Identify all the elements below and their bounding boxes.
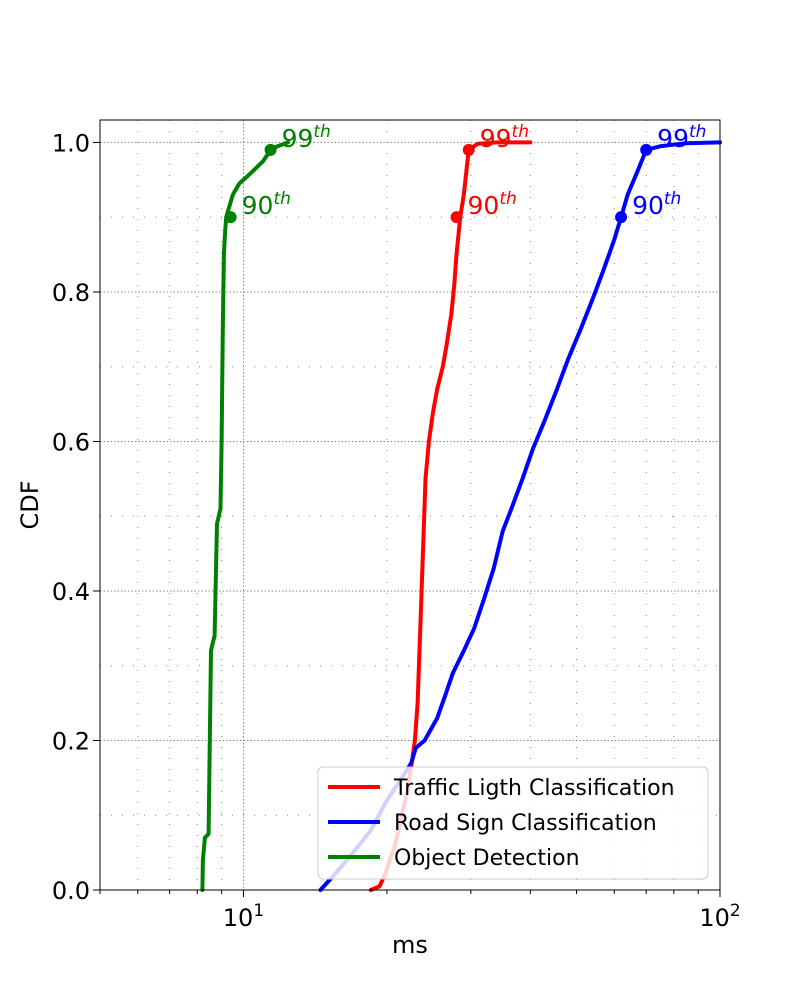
percentile-label: 99th (480, 122, 529, 153)
x-axis-label: ms (392, 931, 428, 959)
legend-box (317, 766, 709, 880)
percentile-marker (615, 211, 628, 224)
percentile-marker (264, 143, 277, 156)
percentile-label: 90th (242, 189, 291, 220)
y-tick-label: 0.8 (52, 279, 90, 307)
annotation-layer: 90th 99th 90th 99th 90th 99th (224, 122, 706, 224)
percentile-label: 90th (632, 189, 681, 220)
percentile-marker (224, 211, 237, 224)
y-tick-label: 0.6 (52, 428, 90, 456)
y-axis-label: CDF (16, 480, 44, 529)
legend-label: Traffic Ligth Classification (393, 776, 675, 801)
series-line-2 (200, 140, 290, 892)
percentile-marker (462, 143, 475, 156)
y-tick-label: 0.2 (52, 727, 90, 755)
y-tick-label: 1.0 (52, 129, 90, 157)
percentile-marker (450, 211, 463, 224)
x-tick-label: 101 (223, 901, 264, 932)
legend-label: Road Sign Classification (394, 811, 657, 836)
axis-ticks: 101 102 0.0 0.2 0.4 0.6 0.8 1.0 (52, 129, 741, 932)
y-tick-label: 0.0 (52, 877, 90, 905)
percentile-label: 99th (657, 122, 706, 153)
percentile-label: 99th (282, 122, 331, 153)
percentile-marker (640, 143, 653, 156)
x-tick-label: 102 (699, 901, 740, 932)
legend: Traffic Ligth Classification Road Sign Cl… (317, 766, 709, 880)
percentile-label: 90th (468, 189, 517, 220)
plot-frame (99, 119, 721, 891)
legend-label: Object Detection (394, 846, 580, 871)
y-tick-label: 0.4 (52, 578, 90, 606)
